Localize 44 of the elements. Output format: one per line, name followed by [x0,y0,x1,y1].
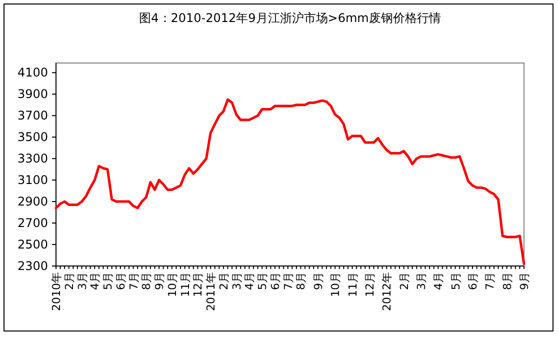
x-tick-label: 2011年 [204,272,218,311]
x-tick-label: 3月 [414,272,428,290]
x-tick-label: 12月 [192,272,205,297]
x-tick-label: 8月 [294,272,308,290]
x-tick-label: 2月 [217,272,230,290]
x-tick-label: 10月 [329,272,342,297]
x-tick-label: 5月 [102,272,115,290]
x-tick-label: 2月 [62,272,76,290]
x-tick-label: 3月 [76,272,89,290]
x-tick-label: 11月 [178,272,192,297]
x-tick-label: 6月 [466,272,480,290]
y-tick-label: 3500 [17,130,48,144]
x-tick-label: 5月 [256,272,270,290]
x-tick-label: 12月 [363,272,376,297]
y-tick-label: 2500 [17,238,48,252]
x-tick-label: 5月 [449,272,462,290]
y-tick-label: 2700 [17,216,48,230]
y-tick-label: 2300 [17,259,48,273]
x-tick-label: 2月 [398,272,411,290]
y-tick-label: 3100 [17,173,48,188]
x-tick-label: 7月 [484,272,497,290]
x-tick-label: 8月 [140,272,154,290]
x-tick-label: 9月 [518,272,531,290]
x-tick-label: 9月 [312,272,325,290]
x-tick-label: 7月 [127,272,140,290]
y-tick-label: 3700 [17,108,48,123]
y-tick-label: 2900 [17,194,48,209]
y-tick-label: 4100 [17,66,48,80]
x-tick-label: 4月 [432,272,446,290]
x-tick-label: 3月 [230,272,244,290]
x-tick-label: 9月 [153,272,166,290]
x-tick-label: 2010年 [50,272,63,311]
y-tick-label: 3300 [17,152,48,166]
x-tick-label: 7月 [282,272,295,290]
chart-title: 图4：2010-2012年9月江浙沪市场>6mm废钢价格行情 [139,11,441,25]
x-tick-label: 4月 [88,272,102,290]
x-tick-label: 2012年 [380,272,394,311]
x-tick-label: 8月 [500,272,514,290]
x-tick-label: 11月 [346,272,360,297]
y-tick-label: 3900 [17,87,48,102]
x-tick-label: 10月 [166,272,179,297]
x-tick-label: 6月 [114,272,128,290]
x-tick-label: 6月 [268,272,282,290]
x-tick-label: 4月 [243,272,256,290]
